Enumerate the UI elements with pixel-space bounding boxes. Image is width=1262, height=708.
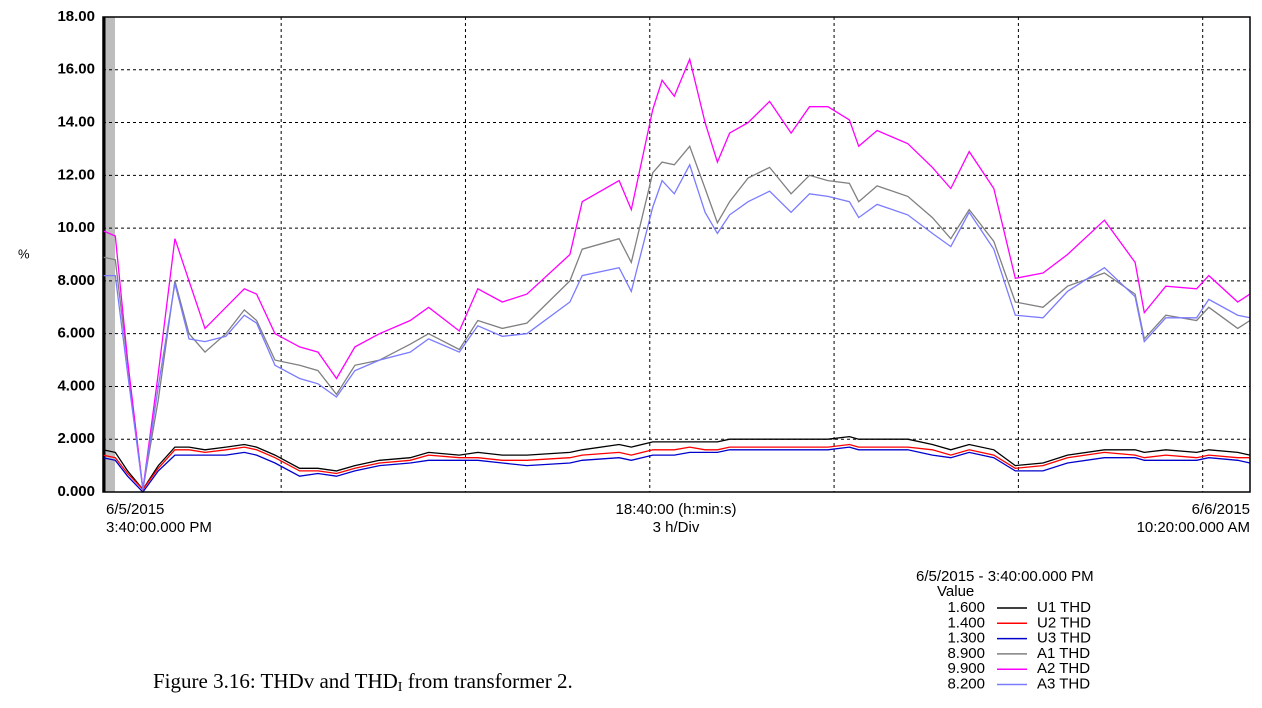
legend-header: Value (937, 583, 974, 600)
caption-text: Figure 3.16: THDv and THD (153, 669, 398, 693)
legend-value: 8.200 (947, 675, 985, 692)
x-end-time: 10:20:00.000 AM (1137, 519, 1250, 536)
y-tick-label: 0.000 (57, 483, 95, 500)
series-line (102, 446, 1251, 494)
legend-value: 1.600 (947, 599, 985, 616)
caption-subscript: I (398, 680, 403, 695)
legend-value: 8.900 (947, 645, 985, 662)
y-tick-label: 4.000 (57, 377, 95, 394)
x-span: 18:40:00 (h:min:s) (616, 501, 737, 518)
x-start-time: 3:40:00.000 PM (106, 519, 212, 536)
legend-label: A2 THD (1037, 660, 1090, 677)
legend-title: 6/5/2015 - 3:40:00.000 PM (916, 568, 1094, 585)
legend-label: U1 THD (1037, 599, 1091, 616)
series-line (103, 163, 1251, 490)
legend-label: A1 THD (1037, 645, 1090, 662)
x-division: 3 h/Div (653, 519, 700, 536)
y-axis-label: % (18, 246, 30, 261)
legend-label: A3 THD (1037, 675, 1090, 692)
caption-tail: from transformer 2. (402, 669, 572, 693)
series-line (102, 57, 1251, 490)
series-line (102, 443, 1250, 491)
y-tick-label: 14.00 (57, 114, 95, 131)
cursor-band (103, 17, 115, 492)
x-start-date: 6/5/2015 (106, 501, 164, 518)
series-line (102, 145, 1251, 490)
legend-value: 9.900 (947, 660, 985, 677)
y-tick-label: 18.00 (57, 8, 95, 25)
y-tick-label: 16.00 (57, 61, 95, 78)
y-tick-label: 12.00 (57, 166, 95, 183)
plot-frame (102, 16, 1251, 493)
legend-label: U2 THD (1037, 614, 1091, 631)
y-tick-label: 2.000 (57, 430, 95, 447)
x-end-date: 6/6/2015 (1192, 501, 1250, 518)
y-tick-label: 6.000 (57, 325, 95, 342)
caption: Figure 3.16: THDv and THDI from transfor… (153, 669, 573, 695)
series-line (102, 435, 1251, 491)
legend-value: 1.400 (947, 614, 985, 631)
legend-value: 1.300 (947, 630, 985, 647)
y-tick-label: 8.000 (57, 272, 95, 289)
y-tick-label: 10.00 (57, 219, 95, 236)
legend-label: U3 THD (1037, 630, 1091, 647)
